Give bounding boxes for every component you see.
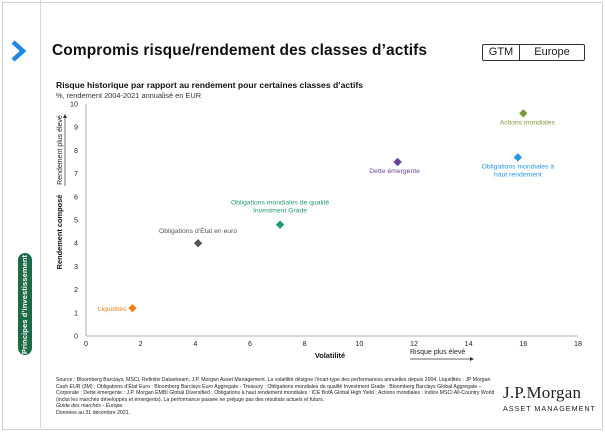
footnote: Source : Bloomberg Barclays, MSCI, Refin… bbox=[56, 377, 496, 417]
y-tick-label: 9 bbox=[74, 123, 78, 132]
x-tick-label: 18 bbox=[574, 339, 582, 348]
y-axis-arrow-label: Rendement plus élevé bbox=[57, 115, 64, 185]
data-point-label: Liquidités bbox=[98, 306, 127, 313]
x-tick-label: 6 bbox=[248, 339, 252, 348]
x-tick-label: 14 bbox=[465, 339, 473, 348]
x-tick-label: 2 bbox=[139, 339, 143, 348]
data-point-label: Investment Grade bbox=[253, 208, 307, 215]
data-point-label: Obligations mondiales à bbox=[482, 163, 555, 170]
x-tick-label: 12 bbox=[410, 339, 418, 348]
data-point-marker bbox=[128, 303, 137, 313]
x-tick-label: 16 bbox=[519, 339, 527, 348]
y-tick-label: 2 bbox=[74, 285, 78, 294]
y-arrow-head bbox=[63, 114, 67, 118]
footnote-source: Source : Bloomberg Barclays, MSCI, Refin… bbox=[56, 377, 495, 403]
chevron-right-icon[interactable] bbox=[10, 40, 30, 62]
data-point-marker bbox=[275, 220, 285, 229]
x-tick-label: 8 bbox=[303, 339, 307, 348]
footnote-guide: Guide des marchés - Europe. bbox=[56, 403, 124, 410]
y-tick-label: 10 bbox=[70, 100, 78, 109]
jpmorgan-logo: J.P.Morgan ASSET MANAGEMENT bbox=[503, 383, 596, 413]
x-tick-label: 0 bbox=[84, 339, 88, 348]
badge-region: Europe bbox=[534, 46, 570, 58]
logo-name: J.P.Morgan bbox=[503, 383, 582, 402]
badge-gtm: GTM bbox=[483, 45, 520, 60]
y-tick-label: 0 bbox=[74, 332, 78, 341]
y-axis-label: Rendement composé bbox=[55, 195, 64, 270]
logo-subtitle: ASSET MANAGEMENT bbox=[503, 404, 596, 413]
chart-subtitle: %, rendement 2004-2021 annualisé en EUR bbox=[56, 91, 202, 100]
y-tick-label: 3 bbox=[74, 262, 78, 271]
data-point-label: haut rendement bbox=[494, 171, 542, 178]
footnote-date: Données au 31 décembre 2021. bbox=[56, 409, 131, 416]
sidebar-divider bbox=[40, 0, 41, 428]
y-tick-label: 7 bbox=[74, 169, 78, 178]
x-arrow-head bbox=[470, 357, 474, 361]
data-point-marker bbox=[393, 157, 402, 167]
chart-title: Risque historique par rapport au rendeme… bbox=[56, 80, 364, 90]
x-tick-label: 4 bbox=[193, 339, 197, 348]
data-point-marker bbox=[193, 239, 203, 248]
region-badge: GTM Europe bbox=[482, 44, 585, 61]
y-tick-label: 6 bbox=[74, 192, 78, 201]
x-tick-label: 10 bbox=[355, 339, 363, 348]
data-point-marker bbox=[513, 153, 523, 162]
page-title: Compromis risque/rendement des classes d… bbox=[52, 42, 428, 59]
x-axis-label: Volatilité bbox=[315, 351, 345, 360]
y-tick-label: 4 bbox=[74, 239, 78, 248]
data-point-label: Obligations mondiales de qualité bbox=[231, 200, 329, 207]
data-point-label: Obligations d’État en euro bbox=[159, 226, 237, 235]
y-tick-label: 8 bbox=[74, 146, 78, 155]
y-tick-label: 5 bbox=[74, 216, 78, 225]
x-axis-arrow-label: Risque plus élevé bbox=[410, 349, 465, 356]
data-point-label: Actions mondiales bbox=[500, 119, 556, 126]
data-point-marker bbox=[519, 109, 528, 118]
sidebar-tab[interactable]: Principes d’investissement bbox=[18, 253, 32, 355]
data-point-label: Dette émergente bbox=[369, 168, 420, 175]
y-tick-label: 1 bbox=[74, 308, 78, 317]
